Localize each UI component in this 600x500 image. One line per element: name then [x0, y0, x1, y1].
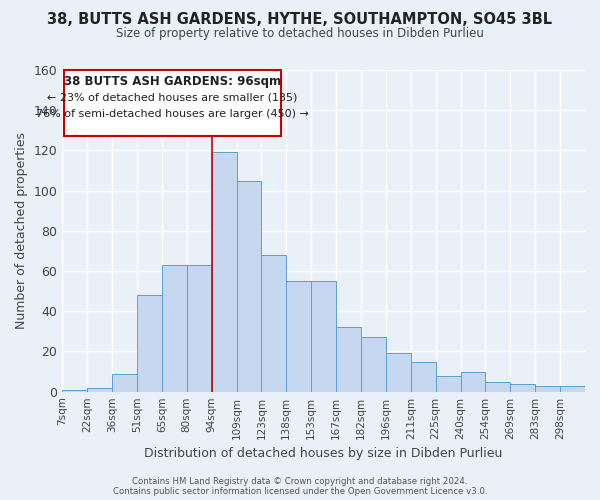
- Bar: [236, 180, 262, 392]
- Bar: [212, 152, 236, 392]
- Bar: [535, 386, 560, 392]
- Text: Contains public sector information licensed under the Open Government Licence v3: Contains public sector information licen…: [113, 487, 487, 496]
- Bar: [485, 382, 511, 392]
- Text: 38 BUTTS ASH GARDENS: 96sqm: 38 BUTTS ASH GARDENS: 96sqm: [64, 75, 281, 88]
- Bar: [386, 354, 411, 392]
- Text: Size of property relative to detached houses in Dibden Purlieu: Size of property relative to detached ho…: [116, 28, 484, 40]
- Bar: [137, 295, 162, 392]
- Text: 76% of semi-detached houses are larger (450) →: 76% of semi-detached houses are larger (…: [36, 109, 309, 119]
- Bar: [461, 372, 485, 392]
- Bar: [262, 255, 286, 392]
- Bar: [411, 362, 436, 392]
- Bar: [62, 390, 87, 392]
- Bar: [560, 386, 585, 392]
- Bar: [511, 384, 535, 392]
- Bar: [336, 328, 361, 392]
- Bar: [87, 388, 112, 392]
- Text: 38, BUTTS ASH GARDENS, HYTHE, SOUTHAMPTON, SO45 3BL: 38, BUTTS ASH GARDENS, HYTHE, SOUTHAMPTO…: [47, 12, 553, 28]
- Bar: [361, 338, 386, 392]
- Text: ← 23% of detached houses are smaller (135): ← 23% of detached houses are smaller (13…: [47, 92, 298, 102]
- Bar: [311, 281, 336, 392]
- X-axis label: Distribution of detached houses by size in Dibden Purlieu: Distribution of detached houses by size …: [145, 447, 503, 460]
- Y-axis label: Number of detached properties: Number of detached properties: [15, 132, 28, 330]
- Text: Contains HM Land Registry data © Crown copyright and database right 2024.: Contains HM Land Registry data © Crown c…: [132, 477, 468, 486]
- Bar: [436, 376, 461, 392]
- Bar: [112, 374, 137, 392]
- Bar: [162, 265, 187, 392]
- Bar: [187, 265, 212, 392]
- Bar: [286, 281, 311, 392]
